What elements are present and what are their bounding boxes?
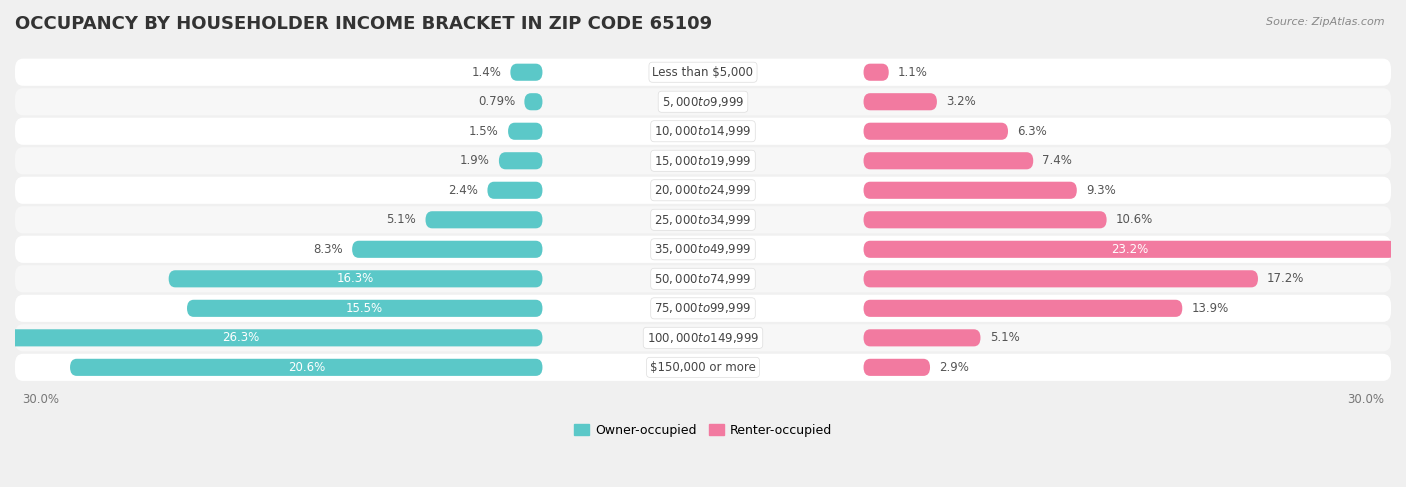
FancyBboxPatch shape: [15, 206, 1391, 233]
FancyBboxPatch shape: [15, 324, 1391, 352]
Text: 26.3%: 26.3%: [222, 331, 260, 344]
FancyBboxPatch shape: [0, 329, 543, 346]
FancyBboxPatch shape: [187, 300, 543, 317]
Text: 13.9%: 13.9%: [1191, 302, 1229, 315]
Text: 0.79%: 0.79%: [478, 95, 515, 108]
Text: $150,000 or more: $150,000 or more: [650, 361, 756, 374]
Legend: Owner-occupied, Renter-occupied: Owner-occupied, Renter-occupied: [568, 418, 838, 443]
FancyBboxPatch shape: [15, 295, 1391, 322]
Text: 1.4%: 1.4%: [471, 66, 501, 79]
FancyBboxPatch shape: [15, 58, 1391, 86]
FancyBboxPatch shape: [15, 354, 1391, 381]
Text: Less than $5,000: Less than $5,000: [652, 66, 754, 79]
FancyBboxPatch shape: [499, 152, 543, 169]
FancyBboxPatch shape: [70, 359, 543, 376]
Text: 6.3%: 6.3%: [1017, 125, 1047, 138]
Text: $75,000 to $99,999: $75,000 to $99,999: [654, 301, 752, 315]
FancyBboxPatch shape: [510, 64, 543, 81]
FancyBboxPatch shape: [15, 147, 1391, 174]
Text: 1.5%: 1.5%: [470, 125, 499, 138]
FancyBboxPatch shape: [863, 64, 889, 81]
FancyBboxPatch shape: [863, 241, 1396, 258]
FancyBboxPatch shape: [15, 236, 1391, 263]
FancyBboxPatch shape: [863, 182, 1077, 199]
Text: $10,000 to $14,999: $10,000 to $14,999: [654, 124, 752, 138]
FancyBboxPatch shape: [15, 118, 1391, 145]
Text: 30.0%: 30.0%: [1347, 393, 1384, 406]
FancyBboxPatch shape: [863, 329, 980, 346]
Text: 23.2%: 23.2%: [1111, 243, 1149, 256]
FancyBboxPatch shape: [488, 182, 543, 199]
FancyBboxPatch shape: [863, 123, 1008, 140]
Text: 17.2%: 17.2%: [1267, 272, 1305, 285]
FancyBboxPatch shape: [15, 177, 1391, 204]
FancyBboxPatch shape: [15, 88, 1391, 115]
Text: $15,000 to $19,999: $15,000 to $19,999: [654, 154, 752, 168]
FancyBboxPatch shape: [169, 270, 543, 287]
Text: $20,000 to $24,999: $20,000 to $24,999: [654, 183, 752, 197]
FancyBboxPatch shape: [863, 300, 1182, 317]
Text: 7.4%: 7.4%: [1042, 154, 1073, 167]
FancyBboxPatch shape: [15, 265, 1391, 292]
Text: $25,000 to $34,999: $25,000 to $34,999: [654, 213, 752, 227]
FancyBboxPatch shape: [352, 241, 543, 258]
FancyBboxPatch shape: [863, 270, 1258, 287]
Text: 30.0%: 30.0%: [22, 393, 59, 406]
Text: 2.9%: 2.9%: [939, 361, 969, 374]
FancyBboxPatch shape: [426, 211, 543, 228]
Text: 1.9%: 1.9%: [460, 154, 489, 167]
Text: $5,000 to $9,999: $5,000 to $9,999: [662, 95, 744, 109]
FancyBboxPatch shape: [524, 93, 543, 110]
Text: 3.2%: 3.2%: [946, 95, 976, 108]
Text: OCCUPANCY BY HOUSEHOLDER INCOME BRACKET IN ZIP CODE 65109: OCCUPANCY BY HOUSEHOLDER INCOME BRACKET …: [15, 15, 711, 33]
Text: Source: ZipAtlas.com: Source: ZipAtlas.com: [1267, 17, 1385, 27]
Text: 16.3%: 16.3%: [337, 272, 374, 285]
FancyBboxPatch shape: [863, 152, 1033, 169]
Text: 2.4%: 2.4%: [449, 184, 478, 197]
Text: 5.1%: 5.1%: [387, 213, 416, 226]
Text: 5.1%: 5.1%: [990, 331, 1019, 344]
Text: $100,000 to $149,999: $100,000 to $149,999: [647, 331, 759, 345]
Text: $35,000 to $49,999: $35,000 to $49,999: [654, 243, 752, 256]
Text: 8.3%: 8.3%: [314, 243, 343, 256]
Text: 20.6%: 20.6%: [288, 361, 325, 374]
Text: $50,000 to $74,999: $50,000 to $74,999: [654, 272, 752, 286]
FancyBboxPatch shape: [863, 211, 1107, 228]
Text: 9.3%: 9.3%: [1085, 184, 1116, 197]
FancyBboxPatch shape: [863, 93, 936, 110]
Text: 1.1%: 1.1%: [898, 66, 928, 79]
FancyBboxPatch shape: [508, 123, 543, 140]
Text: 15.5%: 15.5%: [346, 302, 384, 315]
Text: 10.6%: 10.6%: [1116, 213, 1153, 226]
FancyBboxPatch shape: [863, 359, 929, 376]
